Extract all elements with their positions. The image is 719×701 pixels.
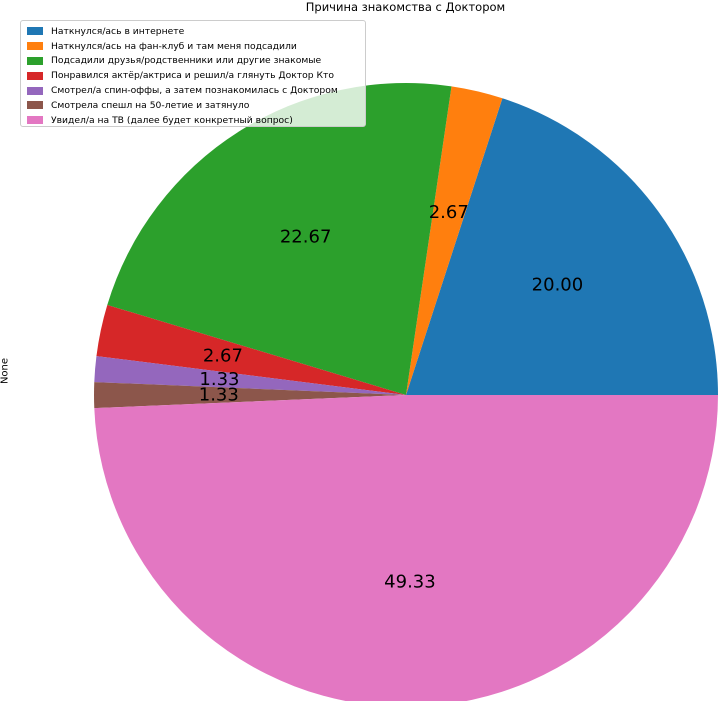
chart-title: Причина знакомства с Доктором [305,0,506,14]
legend-swatch [27,116,43,125]
legend-item-1: Наткнулся/ась на фан-клуб и там меня под… [27,39,359,54]
legend-swatch [27,42,43,51]
legend-label: Смотрел/а спин-оффы, а затем познакомила… [51,85,338,97]
legend-swatch [27,27,43,36]
slice-label-1: 2.67 [429,202,469,223]
slice-label-5: 1.33 [199,385,239,406]
legend-item-4: Смотрел/а спин-оффы, а затем познакомила… [27,83,359,98]
legend-label: Понравился актёр/актриса и решил/а гляну… [51,70,335,82]
legend-swatch [27,101,43,110]
legend-item-5: Смотрела спешл на 50-летие и затянуло [27,98,359,113]
legend-swatch [27,56,43,65]
legend-label: Подсадили друзья/родственники или другие… [51,55,322,67]
legend-label: Смотрела спешл на 50-летие и затянуло [51,99,250,111]
pie-slice-0 [406,98,718,396]
slice-label-0: 20.00 [532,274,584,295]
legend-label: Наткнулся/ась на фан-клуб и там меня под… [51,40,297,52]
legend-item-0: Наткнулся/ась в интернете [27,24,359,39]
legend-item-3: Понравился актёр/актриса и решил/а гляну… [27,68,359,83]
pie-slice-6 [94,395,718,701]
legend-item-2: Подсадили друзья/родственники или другие… [27,54,359,69]
legend-label: Увидел/а на ТВ (далее будет конкретный в… [51,114,293,126]
slice-label-3: 2.67 [203,346,243,367]
legend-item-6: Увидел/а на ТВ (далее будет конкретный в… [27,113,359,128]
pie-slice-2 [107,83,452,395]
pie-slice-5 [94,382,407,409]
legend-label: Наткнулся/ась в интернете [51,25,185,37]
pie-slice-3 [96,304,406,395]
legend: Наткнулся/ась в интернете Наткнулся/ась н… [20,20,366,127]
legend-swatch [27,86,43,95]
slice-label-4: 1.33 [199,369,239,390]
slice-label-6: 49.33 [384,572,436,593]
legend-swatch [27,71,43,80]
pie-slice-1 [406,86,503,395]
pie-slice-4 [94,356,407,395]
slice-label-2: 22.67 [280,226,332,247]
